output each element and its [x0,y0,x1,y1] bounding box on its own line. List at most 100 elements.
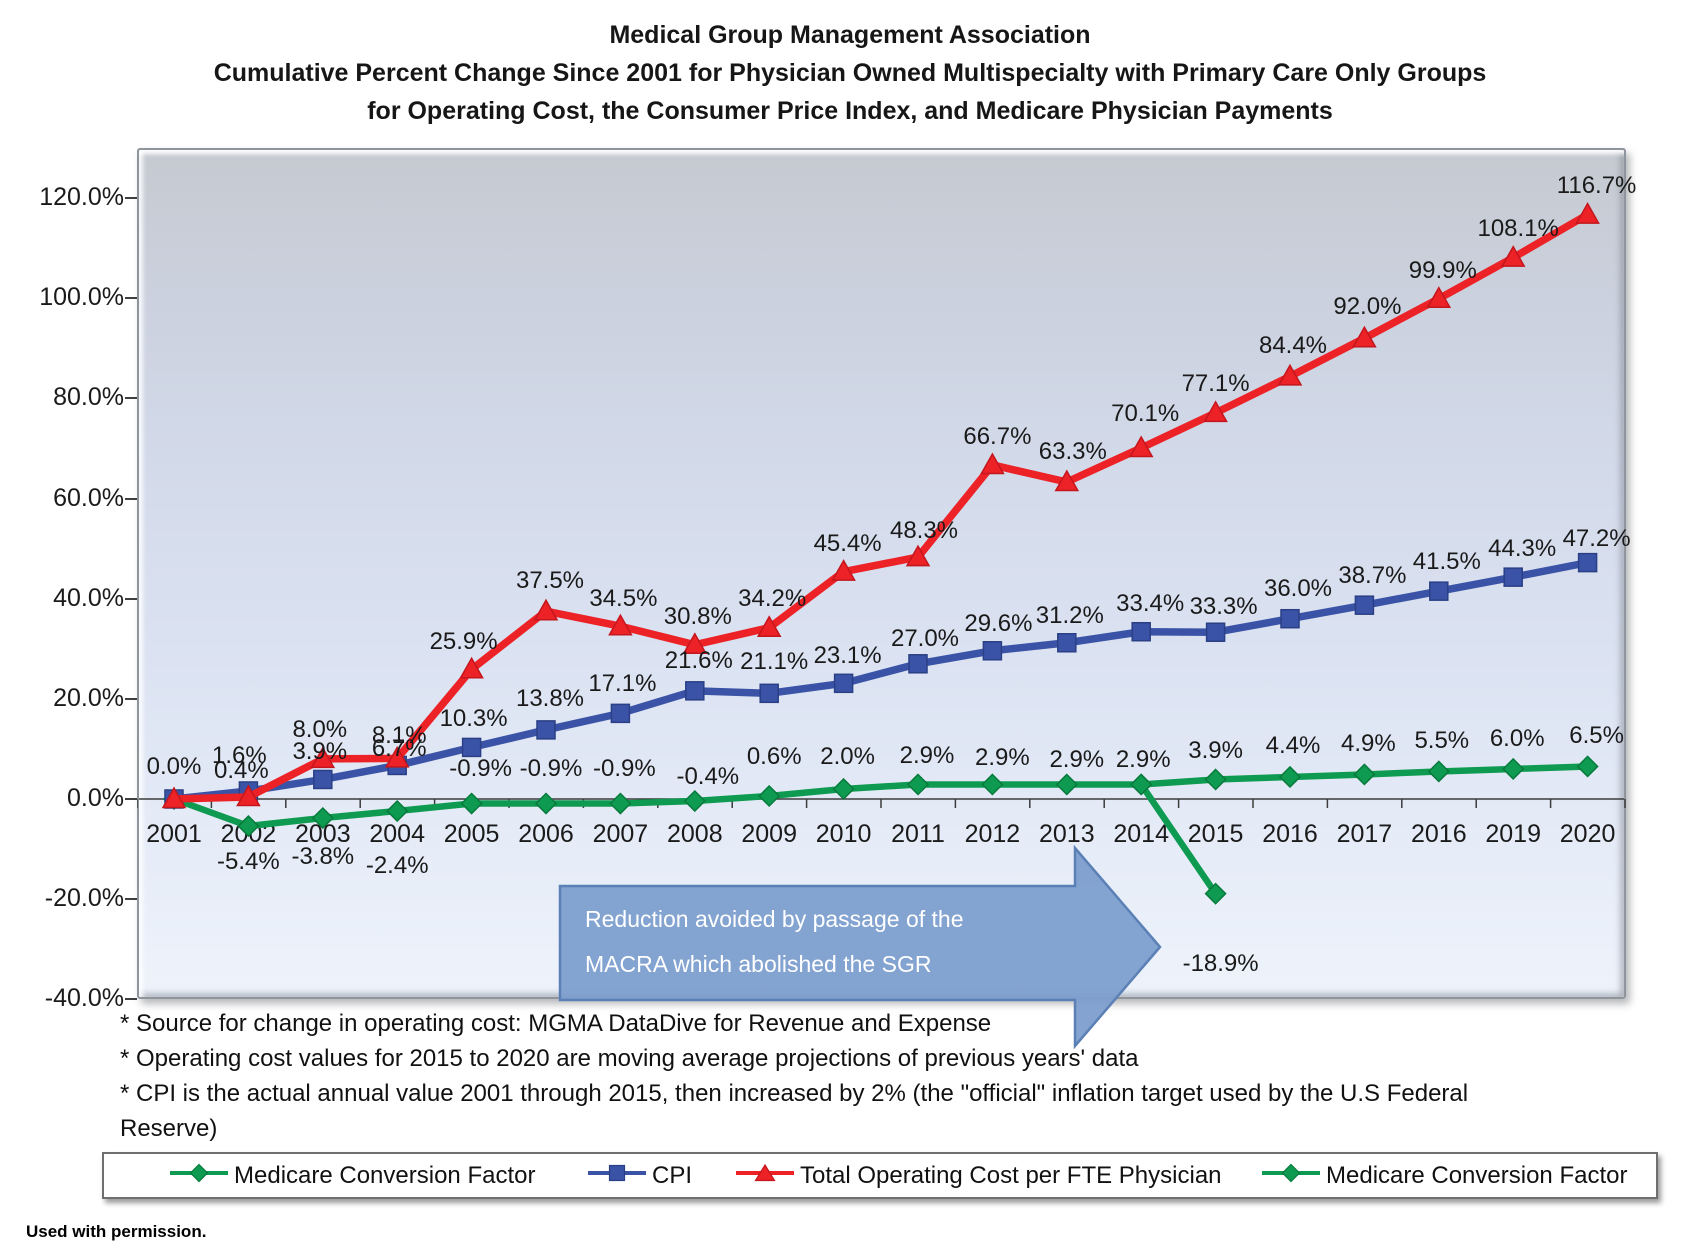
y-tick-label: 80.0% [53,383,124,412]
data-point-label: 4.9% [1341,730,1396,758]
data-point-label: 33.4% [1116,589,1185,617]
legend-label: Medicare Conversion Factor [1326,1161,1628,1189]
annotation-callout: Reduction avoided by passage of the MACR… [585,897,1065,987]
footnote-2: * Operating cost values for 2015 to 2020… [120,1045,1139,1072]
legend: Medicare Conversion Factor CPI Total Ope… [102,1152,1658,1199]
data-point-label: -0.9% [519,754,583,782]
legend-label: Medicare Conversion Factor [234,1161,536,1189]
x-tick-label: 2016 [1262,820,1318,848]
data-point-label: 10.3% [439,705,508,733]
y-tick-mark [125,197,137,200]
data-point-label: -18.9% [1182,949,1259,977]
y-tick-mark [125,397,137,400]
x-tick-label: 2009 [741,820,797,848]
x-tick-label: 2002 [220,820,277,848]
data-point-label: 30.8% [663,602,732,630]
green-diamond-line-icon [170,1163,228,1188]
red-triangle-line-icon [736,1163,794,1188]
x-tick-label: 2020 [1559,820,1616,848]
data-point-label: 45.4% [813,529,882,557]
chart-title-line-2: Cumulative Percent Change Since 2001 for… [213,59,1487,87]
legend-item-medicare-conversion-factor: Medicare Conversion Factor [170,1154,535,1197]
data-point-label: 6.7% [371,735,427,763]
data-point-label: 23.1% [813,642,882,670]
chart-title-line-1: Medical Group Management Association [609,21,1091,49]
data-point-label: -0.4% [676,763,740,790]
y-tick-label: -20.0% [44,884,124,913]
data-point-label: 5.5% [1414,727,1470,755]
data-point-label: 2.9% [1049,746,1105,774]
data-point-label: 37.5% [515,567,585,595]
y-tick-mark [125,697,137,700]
data-point-label: -5.4% [217,848,280,876]
data-point-label: 3.9% [1188,737,1243,765]
data-point-label: 41.5% [1412,548,1481,576]
y-tick-label: 0.0% [67,784,124,812]
data-point-label: 0.4% [214,756,269,784]
data-point-label: 38.7% [1338,562,1407,590]
x-tick-label: 2013 [1038,820,1095,848]
data-point-label: 48.3% [889,517,959,545]
data-point-label: -0.9% [449,754,512,782]
data-point-label: 63.3% [1038,437,1107,465]
footnote-3: * CPI is the actual annual value 2001 th… [120,1080,1469,1142]
data-point-label: 31.2% [1035,601,1104,629]
data-point-label: 13.8% [515,684,585,712]
green-diamond-line-icon [1262,1163,1320,1188]
permission-note: Used with permission. [26,1222,207,1241]
data-point-label: 66.7% [963,422,1032,450]
legend-item-medicare-conversion-factor-2: Medicare Conversion Factor [1262,1154,1627,1197]
legend-label: CPI [652,1161,693,1189]
x-tick-label: 2004 [369,820,425,848]
data-point-label: 92.0% [1333,293,1402,321]
data-point-label: 77.1% [1181,369,1250,397]
legend-item-cpi: CPI [588,1154,692,1197]
y-tick-mark [125,998,137,1001]
data-point-label: -2.4% [365,852,429,880]
data-point-label: 36.0% [1263,574,1333,602]
data-point-label: 0.6% [746,742,802,770]
y-tick-mark [125,597,137,600]
y-tick-mark [125,798,137,800]
x-tick-label: 2010 [815,820,872,848]
data-point-label: 8.1% [371,722,427,750]
data-point-label: 29.6% [964,609,1033,637]
data-point-label: -3.8% [291,843,355,871]
y-tick-label: 100.0% [39,283,124,312]
x-tick-label: 2011 [891,820,945,848]
data-point-label: 3.9% [292,738,348,766]
data-point-label: 47.2% [1562,524,1631,552]
footnote-1: * Source for change in operating cost: M… [120,1010,992,1037]
x-tick-label: 2017 [1336,820,1393,848]
data-point-label: 6.5% [1569,722,1624,750]
x-tick-label: 2008 [666,820,723,848]
data-point-label: 21.6% [664,646,733,674]
y-tick-label: 40.0% [53,583,124,612]
data-point-label: 34.2% [738,584,807,612]
x-tick-label: 2014 [1113,820,1169,848]
data-point-label: 1.6% [212,741,267,769]
data-point-label: 21.1% [740,648,809,676]
annotation-line-2: MACRA which abolished the SGR [585,951,932,977]
y-tick-label: -40.0% [44,984,124,1013]
data-point-label: 70.1% [1111,399,1180,427]
data-point-label: 8.0% [292,715,348,743]
y-tick-mark [125,297,137,300]
x-tick-label: 2007 [592,820,649,848]
x-tick-label: 2015 [1187,820,1244,848]
data-point-label: 2.0% [820,742,875,770]
x-tick-label: 2005 [443,820,500,848]
x-tick-label: 2016 [1410,820,1467,848]
x-tick-label: 2006 [518,820,574,848]
data-point-label: 6.0% [1489,724,1545,752]
y-tick-mark [125,898,137,901]
data-point-label: 17.1% [588,670,657,698]
x-tick-label: 2012 [964,820,1021,848]
data-point-label: 2.9% [1115,746,1171,774]
y-tick-label: 120.0% [39,183,124,212]
x-tick-label: 2001 [146,820,202,848]
data-point-label: 25.9% [429,628,498,656]
data-point-label: 99.9% [1408,256,1477,284]
data-point-label: 44.3% [1488,535,1557,563]
